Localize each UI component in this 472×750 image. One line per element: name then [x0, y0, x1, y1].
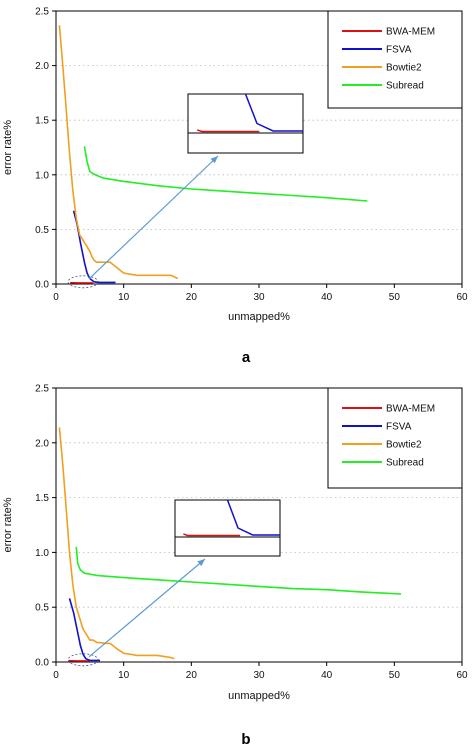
series-fsva-line	[68, 598, 100, 662]
legend-box	[327, 10, 463, 109]
legend-label: Bowtie2	[386, 440, 422, 451]
zoom-arrow	[88, 558, 206, 658]
legend: BWA-MEM FSVA Bowtie2 Subread	[327, 10, 463, 109]
legend-box	[327, 387, 463, 489]
zoom-inset	[174, 499, 281, 557]
x-axis-title: unmapped%	[228, 311, 290, 323]
y-tick-label: 2.0	[35, 438, 49, 449]
x-tick-label: 30	[253, 670, 265, 681]
highlight-ellipse	[67, 653, 99, 667]
legend: BWA-MEM FSVA Bowtie2 Subread	[327, 387, 463, 489]
series-fsva-line	[72, 210, 116, 284]
y-tick-label: 0.0	[35, 280, 49, 291]
zoom-inset-frame	[187, 93, 304, 154]
zoom-inset-bwa-mem-line	[196, 129, 260, 133]
y-tick-label: 0.0	[35, 658, 49, 669]
x-tick-label: 20	[186, 670, 198, 681]
zoom-inset-fsva-line	[226, 499, 280, 536]
x-tick-label: 10	[118, 670, 130, 681]
x-tick-label: 60	[456, 670, 468, 681]
legend-label: FSVA	[386, 45, 412, 56]
legend-label: Bowtie2	[386, 63, 422, 74]
x-tick-label: 40	[321, 670, 333, 681]
y-axis-title: error rate%	[2, 497, 14, 552]
legend-label: BWA-MEM	[386, 27, 435, 38]
panel-label: b	[241, 731, 250, 748]
y-tick-label: 1.5	[35, 493, 49, 504]
y-tick-label: 0.5	[35, 603, 49, 614]
series-bowtie2-line	[58, 25, 179, 280]
zoom-arrow	[88, 155, 219, 280]
y-axis-title: error rate%	[2, 120, 14, 175]
legend-label: FSVA	[386, 422, 412, 433]
legend-label: Subread	[386, 458, 424, 469]
x-tick-label: 20	[186, 292, 198, 303]
y-tick-label: 2.5	[35, 7, 49, 18]
panel-b: 0.0 0.5 1.0 1.5 2.0 2.5 0 10 20 30 40 50 60 unmapped%…	[2, 384, 468, 749]
series-bowtie2-line	[58, 427, 175, 660]
x-tick-label: 50	[389, 292, 401, 303]
panel-label: a	[242, 349, 251, 366]
y-tick-label: 1.0	[35, 170, 49, 181]
x-tick-label: 0	[53, 670, 59, 681]
zoom-inset-frame	[174, 499, 281, 557]
zoom-inset-fsva-line	[244, 93, 303, 132]
zoom-inset	[187, 93, 304, 154]
y-tick-label: 2.5	[35, 384, 49, 395]
zoom-arrow-head	[197, 559, 205, 567]
x-axis-title: unmapped%	[228, 690, 290, 702]
legend-label: Subread	[386, 81, 424, 92]
y-tick-label: 2.0	[35, 61, 49, 72]
x-tick-label: 40	[321, 292, 333, 303]
y-tick-label: 1.5	[35, 116, 49, 127]
x-tick-label: 0	[53, 292, 59, 303]
legend-label: BWA-MEM	[386, 404, 435, 415]
series-subread-line	[83, 146, 368, 202]
x-tick-label: 10	[118, 292, 130, 303]
panel-a: 0.0 0.5 1.0 1.5 2.0 2.5 0 10 20 30 40 50 60 unmapped%…	[2, 7, 468, 367]
series-subread-line	[75, 546, 402, 595]
highlight-ellipse	[67, 275, 99, 289]
x-tick-label: 30	[253, 292, 265, 303]
zoom-inset-bwa-mem-line	[183, 533, 241, 537]
x-tick-label: 50	[389, 670, 401, 681]
x-tick-label: 60	[456, 292, 468, 303]
y-tick-label: 0.5	[35, 225, 49, 236]
y-tick-label: 1.0	[35, 548, 49, 559]
zoom-arrow-head	[210, 156, 218, 164]
